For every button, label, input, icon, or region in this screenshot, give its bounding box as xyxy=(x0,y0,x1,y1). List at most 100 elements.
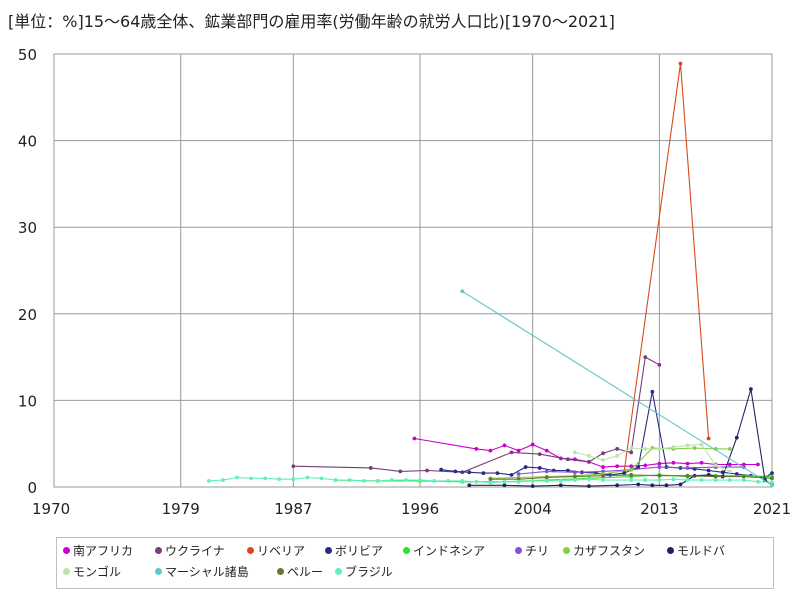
data-point xyxy=(615,453,620,458)
data-point xyxy=(636,465,641,469)
y-tick-label: 20 xyxy=(18,306,37,324)
data-point xyxy=(587,459,591,464)
data-point xyxy=(727,478,732,482)
data-point xyxy=(587,484,591,489)
data-point xyxy=(657,465,662,469)
data-point xyxy=(713,463,718,468)
data-point xyxy=(235,475,239,480)
data-point xyxy=(685,443,690,448)
data-point xyxy=(375,479,380,483)
data-point xyxy=(629,472,634,477)
data-point xyxy=(474,446,479,451)
grid-lines xyxy=(53,53,773,488)
data-point xyxy=(657,446,662,451)
legend-label: チリ xyxy=(525,544,550,558)
data-point xyxy=(488,480,493,485)
data-point xyxy=(770,480,774,485)
data-point xyxy=(389,478,394,482)
data-point xyxy=(685,473,690,478)
data-point xyxy=(412,436,417,441)
legend-marker xyxy=(403,547,410,554)
data-point xyxy=(615,483,620,488)
data-point xyxy=(516,472,521,476)
legend-marker xyxy=(325,547,332,554)
data-point xyxy=(530,442,535,447)
legend-item: ウクライナ xyxy=(155,544,225,558)
data-point xyxy=(544,448,549,453)
legend-item: インドネシア xyxy=(403,544,485,558)
legend-marker xyxy=(63,568,70,575)
legend-item: モルドバ xyxy=(667,544,725,558)
series-line xyxy=(293,356,660,473)
data-point xyxy=(537,452,542,456)
data-point xyxy=(664,483,669,488)
data-point xyxy=(425,468,429,473)
data-point xyxy=(249,476,253,481)
data-point xyxy=(601,469,605,474)
data-point xyxy=(565,457,570,462)
data-point xyxy=(770,483,774,488)
data-point xyxy=(741,462,746,467)
data-point xyxy=(495,471,500,476)
data-point xyxy=(523,465,528,469)
plot-area xyxy=(53,53,773,488)
series-line xyxy=(574,444,731,472)
data-point xyxy=(629,450,634,455)
data-point xyxy=(398,469,403,474)
data-point xyxy=(509,450,514,455)
data-point xyxy=(453,469,458,474)
data-point xyxy=(629,464,634,469)
legend-item: モンゴル xyxy=(63,565,121,579)
data-point xyxy=(748,387,753,392)
data-point xyxy=(305,475,310,480)
data-point xyxy=(671,460,676,465)
y-tick-label: 0 xyxy=(27,479,37,497)
data-point xyxy=(727,469,732,474)
data-point xyxy=(544,479,549,483)
legend-label: ペルー xyxy=(287,565,324,579)
legend-marker xyxy=(563,547,570,554)
data-point xyxy=(770,471,774,476)
data-point xyxy=(657,461,662,466)
data-point xyxy=(488,448,493,453)
data-point xyxy=(347,478,352,482)
data-point xyxy=(587,477,591,482)
data-point xyxy=(481,471,486,476)
data-point xyxy=(446,479,451,483)
x-tick-label: 2013 xyxy=(640,500,678,518)
data-point xyxy=(263,476,268,481)
legend-label: 南アフリカ xyxy=(73,544,134,558)
data-point xyxy=(643,463,648,468)
data-point xyxy=(368,466,373,470)
data-point xyxy=(488,477,493,482)
data-point xyxy=(530,479,535,483)
data-point xyxy=(291,464,296,469)
legend-marker xyxy=(335,568,342,575)
data-point xyxy=(558,479,563,483)
data-point xyxy=(467,483,472,488)
data-point xyxy=(615,446,620,451)
series-ウクライナ xyxy=(291,355,662,475)
data-point xyxy=(685,466,690,470)
data-point xyxy=(516,479,521,484)
legend-marker xyxy=(667,547,674,554)
legend-label: モンゴル xyxy=(73,565,122,579)
y-tick-label: 50 xyxy=(18,46,37,64)
data-point xyxy=(460,479,465,483)
data-point xyxy=(657,478,662,482)
data-point xyxy=(439,467,444,472)
x-tick-label: 2004 xyxy=(514,500,552,518)
legend-item: チリ xyxy=(515,544,549,558)
data-point xyxy=(650,483,655,488)
data-point xyxy=(727,462,732,467)
data-point xyxy=(418,478,422,482)
data-point xyxy=(629,467,634,472)
data-point xyxy=(671,445,676,450)
legend-item: リベリア xyxy=(247,544,305,558)
data-point xyxy=(516,448,521,453)
data-point xyxy=(727,446,732,451)
data-point xyxy=(706,468,711,473)
data-point xyxy=(221,478,225,482)
legend-marker xyxy=(63,547,70,554)
chart-title: [単位：%]15～64歳全体、鉱業部門の雇用率(労働年齢の就労人口比)[1970… xyxy=(8,12,615,31)
